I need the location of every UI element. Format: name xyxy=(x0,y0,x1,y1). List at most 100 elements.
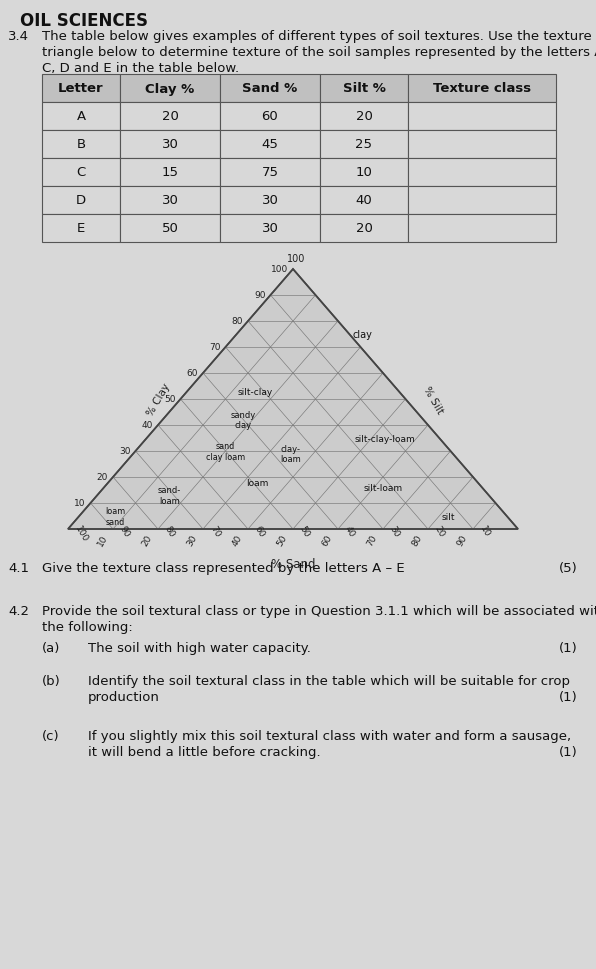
Text: (c): (c) xyxy=(42,730,60,742)
Bar xyxy=(120,103,220,131)
Bar xyxy=(408,187,556,215)
Text: 80: 80 xyxy=(231,317,243,327)
Text: 80: 80 xyxy=(163,523,176,538)
Text: (a): (a) xyxy=(42,641,60,654)
Text: sandy
clay: sandy clay xyxy=(231,411,256,430)
Text: 90: 90 xyxy=(254,292,265,300)
Text: 100: 100 xyxy=(287,254,305,264)
Bar xyxy=(320,75,408,103)
Text: 70: 70 xyxy=(208,523,222,538)
Text: % Sand: % Sand xyxy=(271,557,315,571)
Text: 30: 30 xyxy=(388,523,402,538)
Text: (b): (b) xyxy=(42,674,61,687)
Text: 10: 10 xyxy=(95,534,109,547)
Bar xyxy=(42,215,120,243)
Text: 20: 20 xyxy=(162,110,178,123)
Text: C: C xyxy=(76,167,86,179)
Bar xyxy=(320,187,408,215)
Polygon shape xyxy=(68,269,518,529)
Bar xyxy=(220,159,320,187)
Bar xyxy=(408,103,556,131)
Bar xyxy=(408,131,556,159)
Bar xyxy=(220,187,320,215)
Text: (1): (1) xyxy=(559,641,578,654)
Text: 4.1: 4.1 xyxy=(8,561,29,575)
Bar xyxy=(120,215,220,243)
Text: triangle below to determine texture of the soil samples represented by the lette: triangle below to determine texture of t… xyxy=(42,46,596,59)
Text: A: A xyxy=(76,110,86,123)
Text: 10: 10 xyxy=(356,167,372,179)
Text: 40: 40 xyxy=(343,523,356,538)
Text: production: production xyxy=(88,690,160,703)
Text: 30: 30 xyxy=(119,447,131,456)
Text: E: E xyxy=(77,222,85,235)
Bar xyxy=(320,131,408,159)
Text: 20: 20 xyxy=(356,222,372,235)
Text: 70: 70 xyxy=(209,343,221,352)
Bar xyxy=(408,159,556,187)
Text: it will bend a little before cracking.: it will bend a little before cracking. xyxy=(88,745,321,758)
Text: 50: 50 xyxy=(164,395,175,404)
Bar xyxy=(120,75,220,103)
Text: clay-
loam: clay- loam xyxy=(280,445,301,464)
Text: 100: 100 xyxy=(73,523,89,543)
Text: 30: 30 xyxy=(162,195,178,207)
Bar xyxy=(320,159,408,187)
Text: 50: 50 xyxy=(162,222,178,235)
Bar xyxy=(42,103,120,131)
Text: 10: 10 xyxy=(478,523,492,538)
Text: OIL SCIENCES: OIL SCIENCES xyxy=(20,12,148,30)
Text: Identify the soil textural class in the table which will be suitable for crop: Identify the soil textural class in the … xyxy=(88,674,570,687)
Text: the following:: the following: xyxy=(42,620,133,634)
Text: 20: 20 xyxy=(433,523,446,538)
Bar xyxy=(42,159,120,187)
Text: Provide the soil textural class or type in Question 3.1.1 which will be associat: Provide the soil textural class or type … xyxy=(42,605,596,617)
Text: Sand %: Sand % xyxy=(243,82,297,95)
Text: 50: 50 xyxy=(275,534,289,547)
Text: 40: 40 xyxy=(231,534,244,547)
Text: 75: 75 xyxy=(262,167,278,179)
Text: 60: 60 xyxy=(253,523,266,538)
Text: 25: 25 xyxy=(355,139,372,151)
Text: (5): (5) xyxy=(559,561,578,575)
Text: silt-loam: silt-loam xyxy=(364,484,402,492)
Text: 60: 60 xyxy=(321,534,334,547)
Text: 40: 40 xyxy=(142,422,153,430)
Text: (1): (1) xyxy=(559,690,578,703)
Text: % Silt: % Silt xyxy=(422,384,445,415)
Bar xyxy=(408,215,556,243)
Text: loam
sand: loam sand xyxy=(105,507,125,526)
Text: sand-
loam: sand- loam xyxy=(157,486,181,506)
Text: 50: 50 xyxy=(298,523,312,538)
Text: 90: 90 xyxy=(118,523,132,538)
Text: 20: 20 xyxy=(97,473,108,482)
Text: 20: 20 xyxy=(356,110,372,123)
Bar xyxy=(120,187,220,215)
Bar xyxy=(220,215,320,243)
Text: 30: 30 xyxy=(262,195,278,207)
Bar xyxy=(220,131,320,159)
Bar xyxy=(120,159,220,187)
Text: Texture class: Texture class xyxy=(433,82,531,95)
Text: loam: loam xyxy=(246,479,268,487)
Text: 3.4: 3.4 xyxy=(8,30,29,43)
Text: 10: 10 xyxy=(74,499,85,508)
Text: clay: clay xyxy=(353,329,372,340)
Bar xyxy=(320,103,408,131)
Text: C, D and E in the table below.: C, D and E in the table below. xyxy=(42,62,239,75)
Bar xyxy=(120,131,220,159)
Bar xyxy=(42,187,120,215)
Text: 80: 80 xyxy=(411,534,424,547)
Text: 40: 40 xyxy=(356,195,372,207)
Text: If you slightly mix this soil textural class with water and form a sausage,: If you slightly mix this soil textural c… xyxy=(88,730,571,742)
Text: 60: 60 xyxy=(187,369,198,378)
Text: 45: 45 xyxy=(262,139,278,151)
Text: 100: 100 xyxy=(271,266,288,274)
Bar xyxy=(220,103,320,131)
Text: Clay %: Clay % xyxy=(145,82,195,95)
Text: 30: 30 xyxy=(162,139,178,151)
Text: (1): (1) xyxy=(559,745,578,758)
Text: % Clay: % Clay xyxy=(145,382,172,418)
Text: Letter: Letter xyxy=(58,82,104,95)
Text: B: B xyxy=(76,139,86,151)
